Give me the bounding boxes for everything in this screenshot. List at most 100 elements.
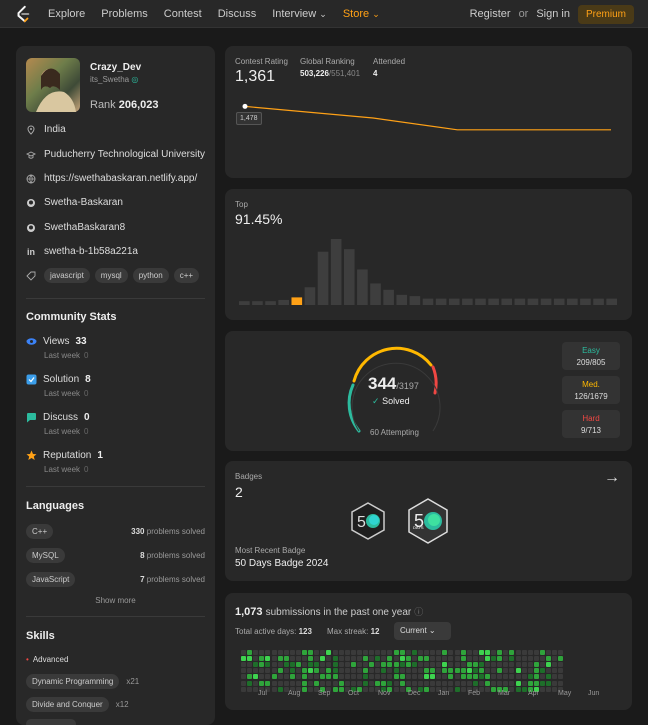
language-tag[interactable]: C++	[26, 524, 54, 539]
heatmap-cell[interactable]	[350, 674, 356, 680]
heatmap-cell[interactable]	[356, 662, 362, 668]
heatmap-cell[interactable]	[411, 650, 417, 655]
heatmap-cell[interactable]	[265, 686, 271, 692]
heatmap-cell[interactable]	[283, 686, 289, 692]
heatmap-cell[interactable]	[350, 656, 356, 662]
heatmap-cell[interactable]	[393, 656, 399, 662]
heatmap-cell[interactable]	[460, 680, 466, 686]
heatmap-cell[interactable]	[308, 668, 314, 674]
heatmap-cell[interactable]	[466, 680, 472, 686]
heatmap-cell[interactable]	[344, 656, 350, 662]
heatmap-cell[interactable]	[399, 656, 405, 662]
heatmap-cell[interactable]	[271, 686, 277, 692]
heatmap-cell[interactable]	[369, 680, 375, 686]
heatmap-cell[interactable]	[265, 662, 271, 668]
heatmap-cell[interactable]	[552, 674, 558, 680]
heatmap-cell[interactable]	[399, 686, 405, 692]
tag-chip[interactable]: c++	[173, 268, 200, 283]
heatmap-cell[interactable]	[503, 650, 509, 655]
heatmap-cell[interactable]	[320, 668, 326, 674]
heatmap-cell[interactable]	[527, 674, 533, 680]
heatmap-cell[interactable]	[283, 656, 289, 662]
heatmap-cell[interactable]	[265, 680, 271, 686]
heatmap-cell[interactable]	[509, 650, 515, 655]
heatmap-cell[interactable]	[430, 674, 436, 680]
heatmap-cell[interactable]	[259, 680, 265, 686]
heatmap-cell[interactable]	[399, 650, 405, 655]
heatmap-cell[interactable]	[417, 668, 423, 674]
heatmap-cell[interactable]	[320, 686, 326, 692]
heatmap-cell[interactable]	[417, 680, 423, 686]
heatmap-cell[interactable]	[338, 668, 344, 674]
heatmap-cell[interactable]	[332, 650, 338, 655]
heatmap-cell[interactable]	[338, 662, 344, 668]
heatmap-cell[interactable]	[387, 668, 393, 674]
heatmap-cell[interactable]	[283, 668, 289, 674]
heatmap-cell[interactable]	[363, 674, 368, 680]
heatmap-cell[interactable]	[405, 650, 411, 655]
heatmap-cell[interactable]	[283, 650, 289, 655]
heatmap-cell[interactable]	[411, 656, 417, 662]
heatmap-cell[interactable]	[478, 674, 484, 680]
heatmap-cell[interactable]	[424, 668, 429, 674]
heatmap-cell[interactable]	[521, 686, 527, 692]
leetcode-logo-icon[interactable]	[14, 5, 32, 23]
heatmap-cell[interactable]	[381, 686, 387, 692]
heatmap-cell[interactable]	[472, 680, 478, 686]
heatmap-cell[interactable]	[436, 656, 442, 662]
heatmap-cell[interactable]	[497, 668, 503, 674]
heatmap-cell[interactable]	[393, 674, 399, 680]
heatmap-cell[interactable]	[350, 668, 356, 674]
heatmap-cell[interactable]	[503, 662, 509, 668]
premium-button[interactable]: Premium	[577, 4, 634, 24]
heatmap-cell[interactable]	[363, 680, 368, 686]
heatmap-cell[interactable]	[472, 656, 478, 662]
heatmap-cell[interactable]	[277, 650, 283, 655]
heatmap-cell[interactable]	[448, 656, 454, 662]
heatmap-cell[interactable]	[552, 680, 558, 686]
heatmap-cell[interactable]	[509, 656, 515, 662]
heatmap-cell[interactable]	[424, 656, 429, 662]
heatmap-cell[interactable]	[478, 680, 484, 686]
heatmap-cell[interactable]	[478, 668, 484, 674]
heatmap-cell[interactable]	[442, 662, 448, 668]
heatmap-cell[interactable]	[356, 674, 362, 680]
nav-problems[interactable]: Problems	[101, 7, 148, 20]
heatmap-cell[interactable]	[356, 656, 362, 662]
heatmap-cell[interactable]	[442, 656, 448, 662]
heatmap-cell[interactable]	[326, 662, 332, 668]
heatmap-cell[interactable]	[338, 686, 344, 692]
heatmap-cell[interactable]	[546, 668, 551, 674]
heatmap-cell[interactable]	[460, 686, 466, 692]
heatmap-cell[interactable]	[442, 686, 448, 692]
heatmap-cell[interactable]	[393, 686, 399, 692]
heatmap-cell[interactable]	[326, 680, 332, 686]
heatmap-cell[interactable]	[539, 662, 545, 668]
heatmap-cell[interactable]	[332, 674, 338, 680]
heatmap-cell[interactable]	[393, 662, 399, 668]
heatmap-cell[interactable]	[344, 680, 350, 686]
heatmap-cell[interactable]	[442, 650, 448, 655]
heatmap-cell[interactable]	[271, 650, 277, 655]
heatmap-cell[interactable]	[417, 686, 423, 692]
heatmap-cell[interactable]	[241, 680, 246, 686]
heatmap-cell[interactable]	[381, 656, 387, 662]
tag-chip[interactable]: python	[132, 268, 169, 283]
heatmap-cell[interactable]	[546, 656, 551, 662]
heatmap-cell[interactable]	[509, 662, 515, 668]
heatmap-cell[interactable]	[478, 686, 484, 692]
heatmap-cell[interactable]	[454, 668, 460, 674]
hard-box[interactable]: Hard 9/713	[562, 410, 620, 438]
heatmap-cell[interactable]	[436, 668, 442, 674]
heatmap-cell[interactable]	[375, 680, 381, 686]
skill-tag[interactable]: Dynamic Programming	[26, 674, 120, 689]
heatmap-cell[interactable]	[356, 668, 362, 674]
heatmap-cell[interactable]	[442, 680, 448, 686]
heatmap-cell[interactable]	[344, 662, 350, 668]
heatmap-cell[interactable]	[344, 674, 350, 680]
heatmap-cell[interactable]	[533, 674, 539, 680]
heatmap-cell[interactable]	[497, 656, 503, 662]
heatmap-cell[interactable]	[485, 650, 490, 655]
heatmap-cell[interactable]	[283, 662, 289, 668]
heatmap-cell[interactable]	[302, 680, 307, 686]
